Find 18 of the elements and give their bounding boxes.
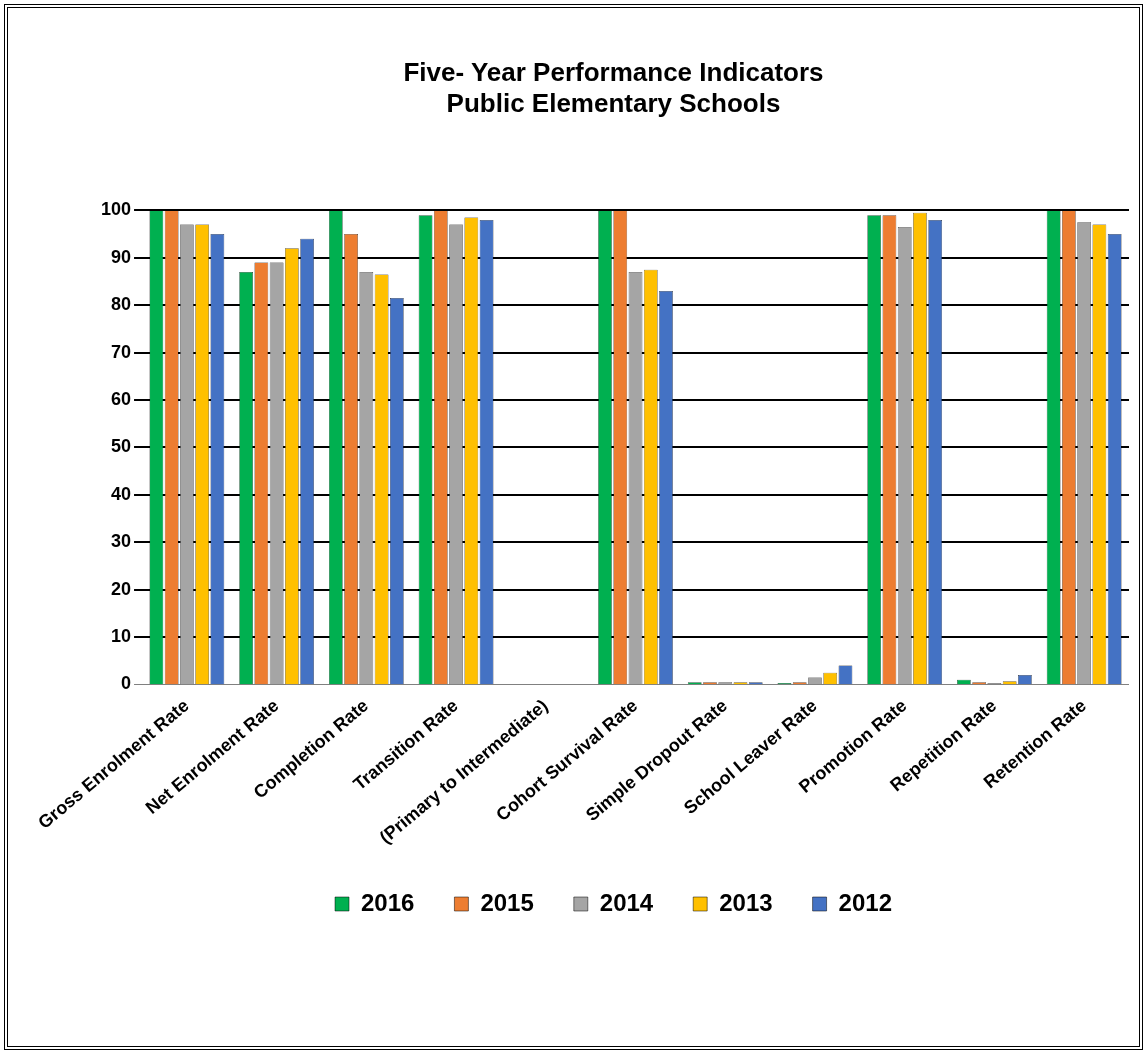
y-tick-label: 40 (111, 483, 132, 504)
legend-label: 2016 (361, 888, 415, 916)
y-tick-label: 80 (111, 294, 132, 315)
legend-label: 2015 (480, 888, 534, 916)
y-tick-label: 30 (111, 531, 132, 552)
y-tick-label: 90 (111, 246, 132, 267)
y-tick-label: 60 (111, 389, 132, 410)
text: Public Elementary Schools (446, 87, 781, 118)
y-tick-label: 70 (111, 341, 132, 362)
y-tick-label: 20 (111, 578, 132, 599)
legend-label: 2012 (838, 888, 892, 916)
y-tick-label: 50 (111, 436, 132, 457)
legend-label: 2014 (599, 888, 654, 916)
y-tick-label: 10 (111, 626, 132, 647)
text: Five- Year Performance Indicators (403, 56, 824, 87)
y-tick-label: 100 (100, 199, 132, 220)
y-tick-label: 0 (121, 673, 132, 694)
legend-label: 2013 (719, 888, 773, 916)
